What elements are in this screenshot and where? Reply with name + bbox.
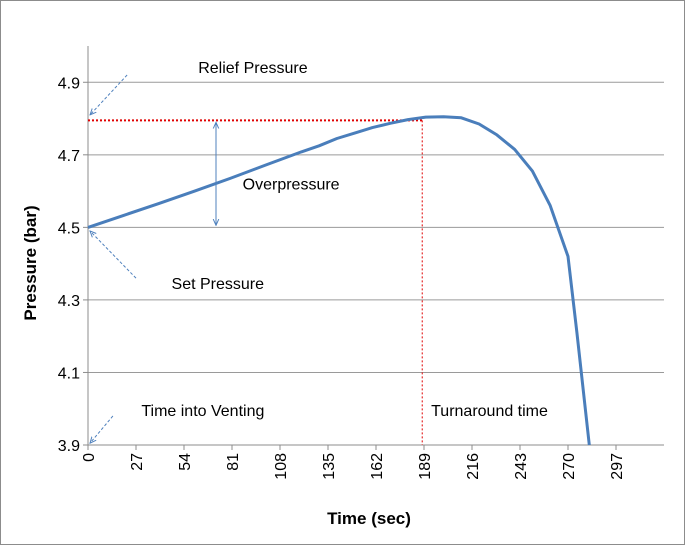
y-tick-label: 4.5	[58, 220, 80, 237]
grid-lines	[88, 81, 664, 373]
x-tick-label: 189	[417, 453, 434, 480]
set-pressure-arrow	[90, 231, 137, 279]
y-tick-label: 3.9	[58, 438, 80, 455]
x-tick-label: 243	[513, 453, 530, 480]
x-axis-ticks: 0 27 54 81 108 135 162 189 216 243 270 297	[81, 445, 626, 480]
x-tick-label: 108	[273, 453, 290, 480]
annotation-label: Overpressure	[243, 176, 340, 193]
x-tick-label: 54	[177, 453, 194, 471]
x-tick-label: 81	[225, 453, 242, 471]
x-tick-label: 162	[369, 453, 386, 480]
y-tick-label: 4.7	[58, 148, 80, 165]
x-tick-label: 0	[81, 453, 98, 462]
y-tick-label: 4.1	[58, 365, 80, 382]
y-axis-ticks: 3.9 4.1 4.3 4.5 4.7 4.9	[58, 75, 88, 455]
x-tick-label: 135	[321, 453, 338, 480]
annotation-label: Relief Pressure	[198, 60, 307, 77]
annotations: Relief Pressure Overpressure Set Pressure T…	[141, 60, 548, 420]
x-axis-title: Time (sec)	[327, 509, 411, 528]
y-tick-label: 4.3	[58, 293, 80, 310]
y-tick-label: 4.9	[58, 75, 80, 92]
relief-pressure-arrow	[90, 74, 128, 115]
annotation-arrows	[90, 74, 216, 443]
x-tick-label: 216	[465, 453, 482, 480]
series-line	[87, 115, 591, 446]
x-tick-label: 270	[561, 453, 578, 480]
x-tick-label: 297	[609, 453, 626, 480]
y-axis-title: Pressure (bar)	[21, 205, 40, 320]
x-tick-label: 27	[129, 453, 146, 471]
annotation-label: Set Pressure	[172, 276, 265, 293]
series-layer	[87, 115, 591, 446]
annotation-label: Time into Venting	[141, 403, 264, 420]
time-into-venting-arrow	[90, 415, 114, 443]
annotation-label: Turnaround time	[431, 403, 548, 420]
